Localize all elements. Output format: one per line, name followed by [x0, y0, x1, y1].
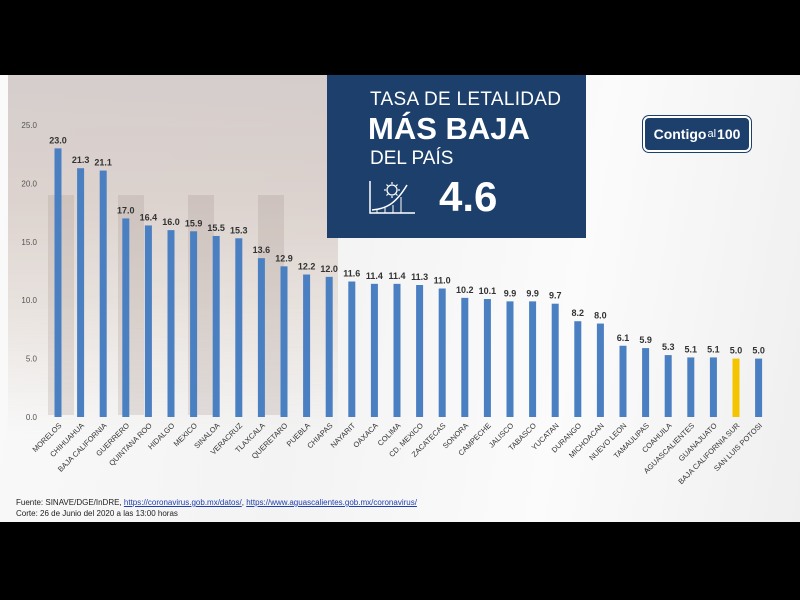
- value-label: 12.2: [298, 262, 316, 272]
- y-tick-label: 25.0: [21, 121, 37, 130]
- bar: [54, 148, 62, 418]
- bar: [235, 238, 243, 417]
- value-label: 16.0: [162, 217, 180, 227]
- source-note: Fuente: SINAVE/DGE/InDRE, https://corona…: [16, 498, 417, 507]
- bar: [529, 301, 537, 417]
- y-tick-label: 15.0: [21, 238, 37, 247]
- value-label: 9.9: [526, 288, 539, 298]
- bar: [755, 358, 763, 417]
- value-label: 5.3: [662, 342, 675, 352]
- source-link-aguascalientes[interactable]: https://www.aguascalientes.gob.mx/corona…: [246, 498, 417, 507]
- title-line1: TASA DE LETALIDAD: [370, 89, 562, 110]
- value-label: 8.2: [572, 308, 585, 318]
- bar: [257, 258, 265, 417]
- title-line3: DEL PAÍS: [370, 148, 454, 169]
- cutoff-note: Corte: 26 de Junio del 2020 a las 13:00 …: [16, 509, 178, 518]
- bar: [664, 355, 672, 417]
- bar: [506, 301, 514, 417]
- source-prefix: Fuente: SINAVE/DGE/InDRE,: [16, 498, 124, 507]
- bar: [574, 321, 582, 417]
- value-label: 10.1: [479, 286, 497, 296]
- value-label: 16.4: [140, 212, 158, 222]
- value-label: 13.6: [253, 245, 271, 255]
- y-tick-label: 0.0: [26, 413, 38, 422]
- value-label: 21.1: [94, 158, 112, 168]
- title-line2: MÁS BAJA: [368, 111, 530, 146]
- bar: [642, 348, 650, 417]
- value-label: 11.3: [411, 272, 428, 282]
- bar: [167, 230, 175, 417]
- bar: [393, 283, 401, 417]
- bar: [483, 299, 491, 417]
- bar: [619, 345, 627, 417]
- source-separator: ,: [241, 498, 247, 507]
- value-label: 12.0: [320, 264, 338, 274]
- bar: [99, 170, 107, 417]
- value-label: 15.5: [207, 223, 225, 233]
- value-label: 11.4: [388, 271, 405, 281]
- bar: [280, 266, 288, 417]
- title-box: TASA DE LETALIDAD MÁS BAJA DEL PAÍS 4.6: [327, 75, 586, 238]
- value-label: 15.3: [230, 225, 248, 235]
- bar: [551, 303, 559, 417]
- source-link-coronavirus[interactable]: https://coronavirus.gob.mx/datos/: [123, 498, 242, 507]
- value-label: 21.3: [72, 155, 90, 165]
- y-tick-label: 20.0: [21, 179, 37, 188]
- bar: [461, 297, 469, 417]
- bar: [190, 231, 198, 417]
- virus-trend-chart-icon: [369, 181, 415, 214]
- logo-part2: al: [707, 128, 717, 140]
- bar: [416, 285, 424, 417]
- value-label: 9.9: [504, 288, 517, 298]
- value-label: 5.1: [707, 344, 720, 354]
- bars: [54, 148, 763, 418]
- bar: [77, 168, 85, 417]
- value-label: 10.2: [456, 285, 474, 295]
- x-tick-label: OAXACA: [351, 421, 379, 449]
- value-label: 23.0: [49, 135, 67, 145]
- bar: [303, 274, 311, 417]
- value-label: 5.0: [752, 346, 765, 356]
- bar: [122, 218, 130, 417]
- value-label: 11.6: [343, 269, 360, 279]
- lethality-rate-value: 4.6: [439, 173, 498, 220]
- bar-chart: 0.0 5.0 10.0 15.0 20.0 25.0 23.0 21.3 21.1 17.0 1…: [21, 121, 765, 486]
- bar: [370, 283, 378, 417]
- y-axis: 0.0 5.0 10.0 15.0 20.0 25.0: [21, 121, 37, 422]
- y-tick-label: 10.0: [21, 296, 37, 305]
- bar: [709, 357, 717, 417]
- bar: [348, 281, 356, 417]
- value-label: 5.9: [639, 335, 652, 345]
- value-label: 8.0: [594, 311, 607, 321]
- value-label: 9.7: [549, 291, 562, 301]
- value-label: 12.9: [275, 253, 293, 263]
- bar: [732, 358, 740, 417]
- bar: [687, 357, 695, 417]
- logo-part1: Contigo: [653, 126, 707, 142]
- contigo-al-100-logo: Contigo al 100: [643, 116, 751, 152]
- bar: [144, 225, 152, 417]
- value-label: 11.4: [366, 271, 383, 281]
- value-labels: 23.0 21.3 21.1 17.0 16.4 16.0 15.9 15.5 15.3 13.6…: [49, 135, 765, 355]
- value-label: 11.0: [434, 276, 451, 286]
- bar: [325, 276, 333, 417]
- value-label: 6.1: [617, 333, 630, 343]
- value-label: 5.1: [685, 344, 698, 354]
- value-label: 15.9: [185, 218, 203, 228]
- logo-part3: 100: [717, 126, 741, 142]
- value-label: 17.0: [117, 205, 135, 215]
- bar: [438, 288, 446, 417]
- bar: [212, 235, 220, 417]
- y-tick-label: 5.0: [26, 355, 38, 364]
- bar: [596, 323, 604, 417]
- slide: 0.0 5.0 10.0 15.0 20.0 25.0 23.0 21.3 21.1 17.0 1…: [0, 75, 800, 522]
- value-label: 5.0: [730, 346, 743, 356]
